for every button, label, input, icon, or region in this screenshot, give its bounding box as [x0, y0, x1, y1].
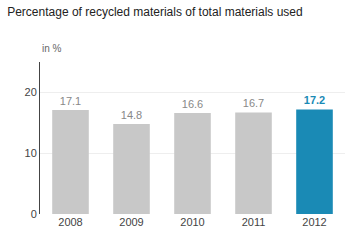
- svg-text:in %: in %: [42, 43, 62, 54]
- svg-text:2011: 2011: [242, 216, 266, 228]
- svg-text:17.1: 17.1: [60, 95, 81, 107]
- svg-text:0: 0: [31, 208, 37, 220]
- svg-text:16.6: 16.6: [182, 98, 203, 110]
- svg-text:2009: 2009: [119, 216, 143, 228]
- svg-text:10: 10: [25, 147, 37, 159]
- svg-text:17.2: 17.2: [304, 94, 325, 106]
- svg-text:20: 20: [25, 86, 37, 98]
- svg-text:2012: 2012: [302, 216, 326, 228]
- svg-text:2010: 2010: [180, 216, 204, 228]
- svg-text:Percentage of recycled materia: Percentage of recycled materials of tota…: [7, 5, 302, 19]
- svg-text:16.7: 16.7: [243, 97, 264, 109]
- svg-text:14.8: 14.8: [121, 109, 142, 121]
- svg-text:2008: 2008: [58, 216, 82, 228]
